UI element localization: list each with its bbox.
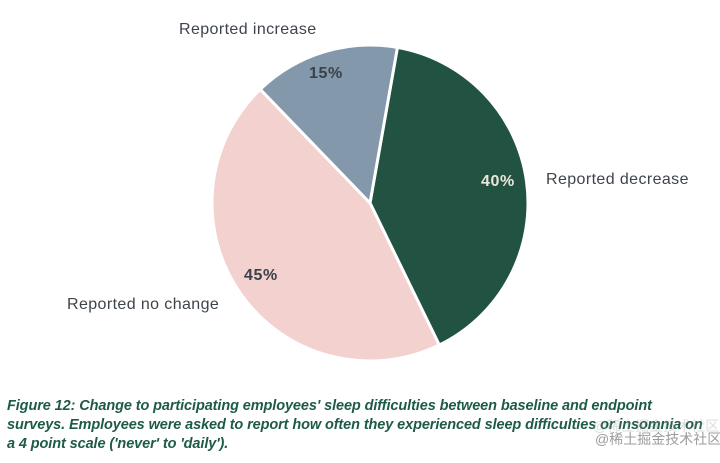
- pie-slice-decrease: [368, 45, 530, 347]
- pie-slice-increase: [258, 43, 399, 205]
- pct-label-increase: 15%: [309, 65, 343, 82]
- site-watermark: @稀土掘金技术社区: [595, 431, 720, 447]
- caption-line-3: a 4 point scale ('never' to 'daily').: [7, 436, 229, 452]
- caption-line-2: surveys. Employees were asked to report …: [7, 417, 703, 433]
- pct-label-decrease: 40%: [481, 173, 515, 190]
- caption-line-1: Figure 12: Change to participating emplo…: [7, 398, 652, 414]
- figure-caption: Figure 12: Change to participating emplo…: [7, 397, 719, 454]
- slice-label-reported-increase: Reported increase: [179, 21, 317, 38]
- pie-svg: [210, 43, 530, 363]
- pie-chart: [206, 39, 534, 367]
- slice-label-reported-decrease: Reported decrease: [546, 171, 689, 188]
- pie-slice-no-change: [210, 87, 441, 363]
- slice-label-reported-no-change: Reported no change: [67, 296, 220, 313]
- pct-label-no-change: 45%: [244, 267, 278, 284]
